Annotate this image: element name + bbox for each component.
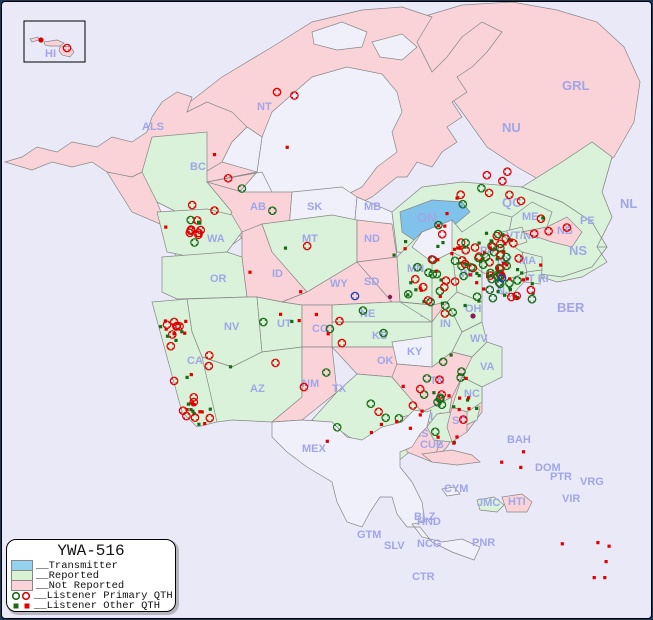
svg-text:JMC: JMC bbox=[477, 497, 500, 509]
svg-text:OH: OH bbox=[465, 303, 482, 315]
svg-text:VA: VA bbox=[480, 361, 495, 373]
svg-text:NCG: NCG bbox=[417, 538, 441, 550]
svg-text:NL: NL bbox=[620, 196, 637, 211]
svg-text:WA: WA bbox=[207, 233, 225, 245]
svg-text:OK: OK bbox=[377, 355, 394, 367]
svg-text:BAH: BAH bbox=[507, 434, 531, 446]
svg-text:NC: NC bbox=[464, 388, 480, 400]
svg-text:CTR: CTR bbox=[412, 571, 435, 583]
svg-text:HTI: HTI bbox=[508, 496, 526, 508]
svg-text:HND: HND bbox=[417, 516, 441, 528]
svg-text:AB: AB bbox=[250, 201, 266, 213]
svg-text:CYM: CYM bbox=[444, 483, 468, 495]
svg-text:ID: ID bbox=[272, 268, 283, 280]
svg-text:CUB: CUB bbox=[420, 439, 444, 451]
svg-text:VIR: VIR bbox=[562, 493, 580, 505]
svg-text:MB: MB bbox=[364, 201, 381, 213]
svg-text:BC: BC bbox=[190, 161, 206, 173]
svg-text:HI: HI bbox=[45, 48, 56, 60]
svg-text:SD: SD bbox=[364, 276, 379, 288]
svg-text:SK: SK bbox=[307, 201, 322, 213]
svg-text:NV: NV bbox=[224, 321, 240, 333]
svg-text:UT: UT bbox=[277, 318, 292, 330]
svg-text:IN: IN bbox=[440, 318, 451, 330]
svg-text:BER: BER bbox=[557, 300, 585, 315]
svg-text:SLV: SLV bbox=[384, 540, 405, 552]
svg-text:GRL: GRL bbox=[562, 78, 590, 93]
svg-text:PE: PE bbox=[580, 215, 595, 227]
svg-text:TX: TX bbox=[332, 383, 347, 395]
svg-text:NU: NU bbox=[502, 120, 521, 135]
svg-text:VRG: VRG bbox=[580, 476, 604, 488]
svg-text:ALS: ALS bbox=[142, 121, 164, 133]
svg-text:WY: WY bbox=[330, 278, 348, 290]
svg-text:NS: NS bbox=[569, 243, 587, 258]
svg-text:MEX: MEX bbox=[302, 443, 327, 455]
svg-text:PNR: PNR bbox=[472, 537, 495, 549]
svg-text:OR: OR bbox=[210, 273, 227, 285]
svg-text:KY: KY bbox=[407, 346, 423, 358]
svg-text:ND: ND bbox=[364, 233, 380, 245]
svg-text:CA: CA bbox=[187, 355, 203, 367]
svg-text:PTR: PTR bbox=[550, 471, 572, 483]
svg-text:NT: NT bbox=[257, 101, 272, 113]
svg-text:ON: ON bbox=[417, 210, 437, 225]
svg-text:AZ: AZ bbox=[250, 383, 265, 395]
svg-text:GTM: GTM bbox=[357, 529, 381, 541]
svg-text:ME: ME bbox=[522, 211, 539, 223]
